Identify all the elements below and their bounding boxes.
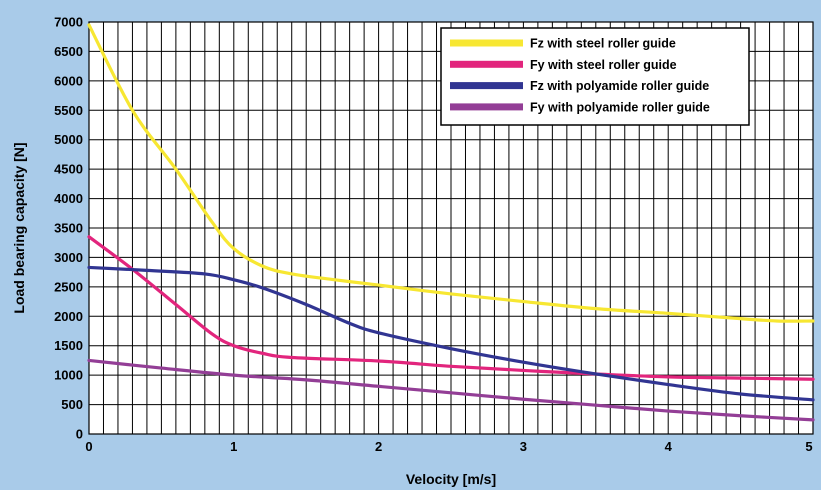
y-tick-label: 0	[76, 427, 83, 442]
series-line-4	[87, 358, 815, 422]
legend-label: Fy with steel roller guide	[530, 58, 677, 72]
y-tick-label: 4500	[54, 162, 83, 177]
legend-swatch	[450, 60, 523, 68]
x-tick-label: 2	[375, 439, 382, 454]
y-tick-label: 6000	[54, 73, 83, 88]
legend-swatch	[450, 103, 523, 111]
y-tick-label: 5000	[54, 132, 83, 147]
y-tick-label: 1500	[54, 338, 83, 353]
legend-label: Fz with polyamide roller guide	[530, 79, 709, 93]
x-tick-label: 3	[520, 439, 527, 454]
y-tick-label: 1000	[54, 368, 83, 383]
y-tick-label: 2000	[54, 309, 83, 324]
y-tick-label: 7000	[54, 15, 83, 30]
y-tick-label: 5500	[54, 103, 83, 118]
x-tick-label: 5	[805, 439, 812, 454]
y-tick-label: 6500	[54, 44, 83, 59]
y-tick-label: 500	[61, 397, 83, 412]
series-line-2	[87, 235, 815, 381]
grid-lines	[89, 22, 813, 434]
legend-items: Fz with steel roller guide Fy with steel …	[450, 37, 710, 114]
y-axis-title: Load bearing capacity [N]	[11, 142, 27, 313]
x-tick-labels: 0 1 2 3 4 5	[85, 439, 812, 454]
legend-swatch	[450, 82, 523, 90]
y-tick-label: 4000	[54, 191, 83, 206]
series-line-3	[87, 265, 815, 402]
legend-swatch	[450, 39, 523, 47]
x-tick-label: 4	[665, 439, 673, 454]
y-tick-label: 2500	[54, 279, 83, 294]
series-layer	[87, 23, 815, 422]
y-tick-label: 3000	[54, 250, 83, 265]
y-tick-label: 3500	[54, 221, 83, 236]
x-axis-title: Velocity [m/s]	[406, 471, 496, 487]
y-tick-labels: 0 500 1000 1500 2000 2500 3000 3500 4000 4500 5000…	[54, 15, 83, 442]
legend-label: Fz with steel roller guide	[530, 37, 676, 51]
x-tick-label: 0	[85, 439, 92, 454]
legend-label: Fy with polyamide roller guide	[530, 100, 710, 114]
legend: Fz with steel roller guide Fy with steel …	[440, 27, 750, 126]
x-tick-label: 1	[230, 439, 237, 454]
series-line-1	[87, 23, 815, 323]
